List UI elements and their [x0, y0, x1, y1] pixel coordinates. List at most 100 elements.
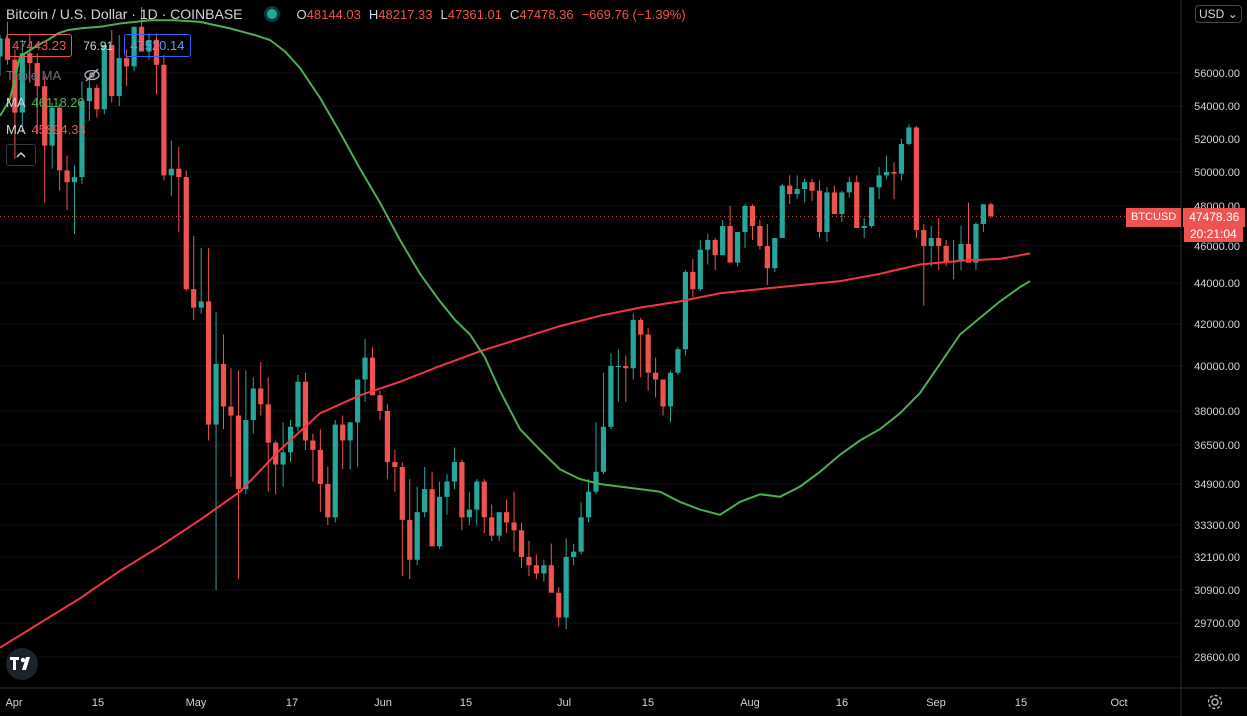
- candle-body: [846, 182, 852, 193]
- candle-body: [816, 190, 823, 232]
- candle-body: [94, 87, 100, 110]
- candle-body: [340, 424, 346, 441]
- spread-value: 76.91: [83, 38, 114, 53]
- candle-body: [347, 422, 353, 441]
- candle-body: [250, 388, 256, 421]
- candle-body: [444, 481, 450, 497]
- candle-body: [891, 172, 897, 174]
- candle-body: [824, 192, 830, 232]
- candle-body: [235, 415, 241, 490]
- settings-gear-icon[interactable]: [1206, 693, 1224, 714]
- bar-countdown: 20:21:04: [1184, 226, 1243, 242]
- market-status-icon: [266, 9, 277, 19]
- ohlc-high: H48217.33: [368, 6, 433, 22]
- candle-body: [936, 238, 942, 246]
- candle-body: [883, 172, 890, 176]
- candle-body: [630, 319, 636, 369]
- candle-body: [623, 366, 629, 369]
- currency-label: USD: [1199, 7, 1225, 21]
- candle-body: [809, 182, 815, 191]
- time-tick-label: Sep: [926, 697, 946, 709]
- collapse-legend-button[interactable]: [6, 144, 36, 166]
- candle-body: [332, 424, 338, 518]
- candle-body: [720, 226, 726, 256]
- price-tick-label: 46000.00: [1194, 241, 1240, 253]
- candle-body: [764, 246, 770, 269]
- ma-slow-legend[interactable]: MA 45894.33: [6, 122, 86, 137]
- candle-body: [749, 206, 756, 226]
- candle-body: [645, 334, 651, 373]
- candle-body: [898, 143, 905, 174]
- price-tick-label: 42000.00: [1194, 319, 1240, 331]
- currency-selector[interactable]: USD ⌄: [1195, 5, 1242, 23]
- ohlc-values: O48144.03 H48217.33 L47361.01 C47478.36 …: [297, 7, 686, 22]
- candle-body: [578, 517, 584, 552]
- candle-body: [86, 87, 92, 102]
- candle-body: [0, 38, 3, 57]
- ohlc-open: O48144.03: [296, 6, 361, 22]
- tradingview-logo-icon[interactable]: [6, 648, 38, 680]
- buy-button[interactable]: 47520.14: [124, 34, 191, 57]
- ma-fast-line: [0, 19, 1031, 516]
- candle-body: [667, 372, 674, 407]
- candle-body: [317, 449, 323, 484]
- time-tick-label: 15: [1015, 697, 1027, 709]
- ma-fast-legend[interactable]: MA 46118.20: [6, 95, 85, 110]
- candle-body: [153, 40, 160, 65]
- ohlc-change: −669.76 (−1.39%): [581, 6, 686, 22]
- candle-body: [518, 530, 525, 557]
- candle-body: [690, 271, 696, 290]
- candle-body: [392, 462, 398, 467]
- candle-body: [325, 484, 331, 518]
- candle-body: [57, 107, 63, 171]
- candle-body: [876, 175, 882, 188]
- candle-body: [42, 86, 48, 146]
- last-price-tag: BTCUSD 47478.36: [1126, 208, 1246, 227]
- candle-body: [258, 388, 264, 405]
- candle-body: [489, 517, 495, 536]
- price-tick-label: 32100.00: [1194, 552, 1240, 564]
- ohlc-low: L47361.01: [440, 6, 502, 22]
- candle-body: [839, 192, 845, 214]
- time-tick-label: May: [186, 697, 207, 709]
- candle-body: [526, 557, 532, 566]
- candle-body: [213, 363, 219, 425]
- candle-body: [79, 101, 85, 178]
- candle-body: [198, 301, 204, 308]
- chevron-up-icon: [16, 151, 26, 158]
- candle-body: [615, 366, 621, 367]
- time-tick-label: 15: [92, 697, 104, 709]
- ma-fast-label: MA: [6, 95, 26, 110]
- candle-body: [638, 319, 644, 335]
- candle-body: [772, 238, 778, 269]
- sell-button[interactable]: 47443.23: [6, 34, 73, 57]
- candle-body: [429, 489, 435, 547]
- triple-ma-legend[interactable]: Triple MA: [6, 68, 101, 85]
- candle-body: [377, 395, 383, 411]
- candle-body: [19, 53, 25, 113]
- candle-body: [295, 381, 301, 427]
- candle-body: [973, 224, 979, 263]
- candle-body: [302, 381, 309, 441]
- candle-body: [511, 522, 517, 531]
- symbol-title[interactable]: Bitcoin / U.S. Dollar · 1D · COINBASE: [6, 6, 243, 22]
- time-tick-label: 15: [460, 697, 472, 709]
- candle-body: [861, 226, 867, 228]
- candle-body: [243, 420, 249, 490]
- price-tick-label: 30900.00: [1194, 585, 1240, 597]
- candle-body: [71, 177, 78, 183]
- candle-body: [124, 58, 130, 67]
- time-tick-label: 17: [286, 697, 298, 709]
- ma-slow-line: [0, 252, 1031, 649]
- eye-hidden-icon[interactable]: [83, 68, 101, 85]
- candle-body: [727, 226, 733, 263]
- time-tick-label: Apr: [5, 697, 22, 709]
- candle-body: [168, 168, 174, 176]
- candle-body: [958, 244, 964, 261]
- candle-body: [988, 204, 994, 216]
- candle-body: [504, 512, 510, 523]
- time-axis: Apr 15 May 17 Jun 15 Jul 15 Aug 16 Sep 15 Oct: [5, 697, 1127, 709]
- ma-slow-label: MA: [6, 122, 26, 137]
- ma-slow-value: 45894.33: [31, 122, 86, 137]
